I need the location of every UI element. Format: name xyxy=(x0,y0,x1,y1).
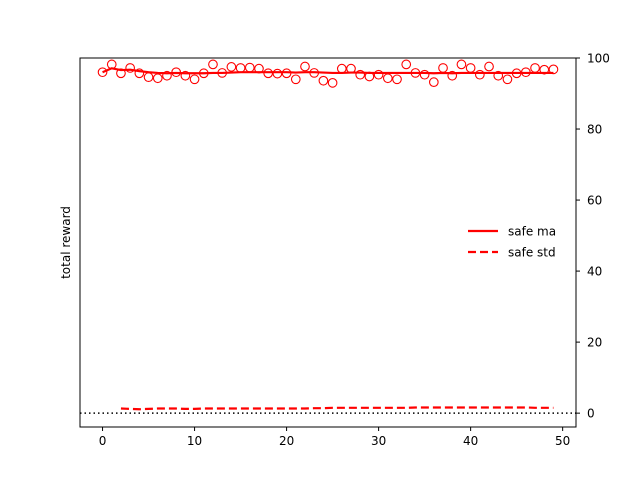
y-tick-label: 40 xyxy=(587,265,602,279)
data-point xyxy=(180,70,191,81)
data-point xyxy=(456,59,467,70)
data-point xyxy=(465,63,476,73)
y-tick-label: 100 xyxy=(587,52,610,66)
data-point xyxy=(125,63,136,73)
data-point xyxy=(290,74,301,85)
legend-label-safe-std: safe std xyxy=(508,246,556,260)
legend-label-safe-ma: safe ma xyxy=(508,225,556,239)
data-point xyxy=(355,69,366,80)
data-point xyxy=(428,77,439,88)
data-point xyxy=(493,70,504,81)
data-point xyxy=(438,63,448,73)
x-tick-label: 30 xyxy=(371,434,386,448)
data-point xyxy=(392,74,402,85)
data-point xyxy=(373,69,384,80)
data-point xyxy=(244,62,255,73)
data-point xyxy=(134,68,145,79)
y-tick-label: 80 xyxy=(587,123,602,137)
data-point xyxy=(162,70,172,81)
data-point xyxy=(272,68,283,79)
y-tick-label: 60 xyxy=(587,194,602,208)
data-point xyxy=(401,59,412,70)
series-line-safe-std xyxy=(120,406,554,411)
data-point xyxy=(226,62,237,72)
y-tick-label: 0 xyxy=(587,407,595,421)
data-point xyxy=(502,74,513,85)
data-point xyxy=(152,73,163,84)
y-axis-ticks: 0 20 40 60 80 100 xyxy=(576,52,610,421)
data-point xyxy=(382,73,393,84)
data-point xyxy=(189,74,200,85)
x-tick-label: 20 xyxy=(279,434,294,448)
data-point xyxy=(447,70,458,81)
plot-frame xyxy=(79,57,577,428)
series-line-safe-ma xyxy=(102,67,554,75)
x-tick-label: 40 xyxy=(463,434,478,448)
data-point xyxy=(327,78,338,88)
data-point xyxy=(548,64,559,75)
x-axis-ticks: 0 10 20 30 40 50 xyxy=(99,427,570,448)
y-tick-label: 20 xyxy=(587,336,602,350)
plot-area xyxy=(79,57,577,428)
x-tick-label: 10 xyxy=(187,434,202,448)
data-point xyxy=(419,69,430,80)
x-tick-label: 50 xyxy=(555,434,570,448)
y-axis-label: total reward xyxy=(59,206,73,279)
data-point xyxy=(208,59,218,70)
data-point xyxy=(474,69,485,80)
data-layer xyxy=(80,59,576,414)
data-point xyxy=(318,75,329,86)
data-point xyxy=(484,61,494,72)
data-point xyxy=(530,63,540,73)
legend: safe ma safe std xyxy=(468,225,556,260)
data-point xyxy=(235,63,246,73)
data-point xyxy=(300,61,310,72)
x-tick-label: 0 xyxy=(99,434,107,448)
data-point xyxy=(143,72,154,83)
data-point xyxy=(97,67,108,78)
data-point xyxy=(336,63,347,74)
